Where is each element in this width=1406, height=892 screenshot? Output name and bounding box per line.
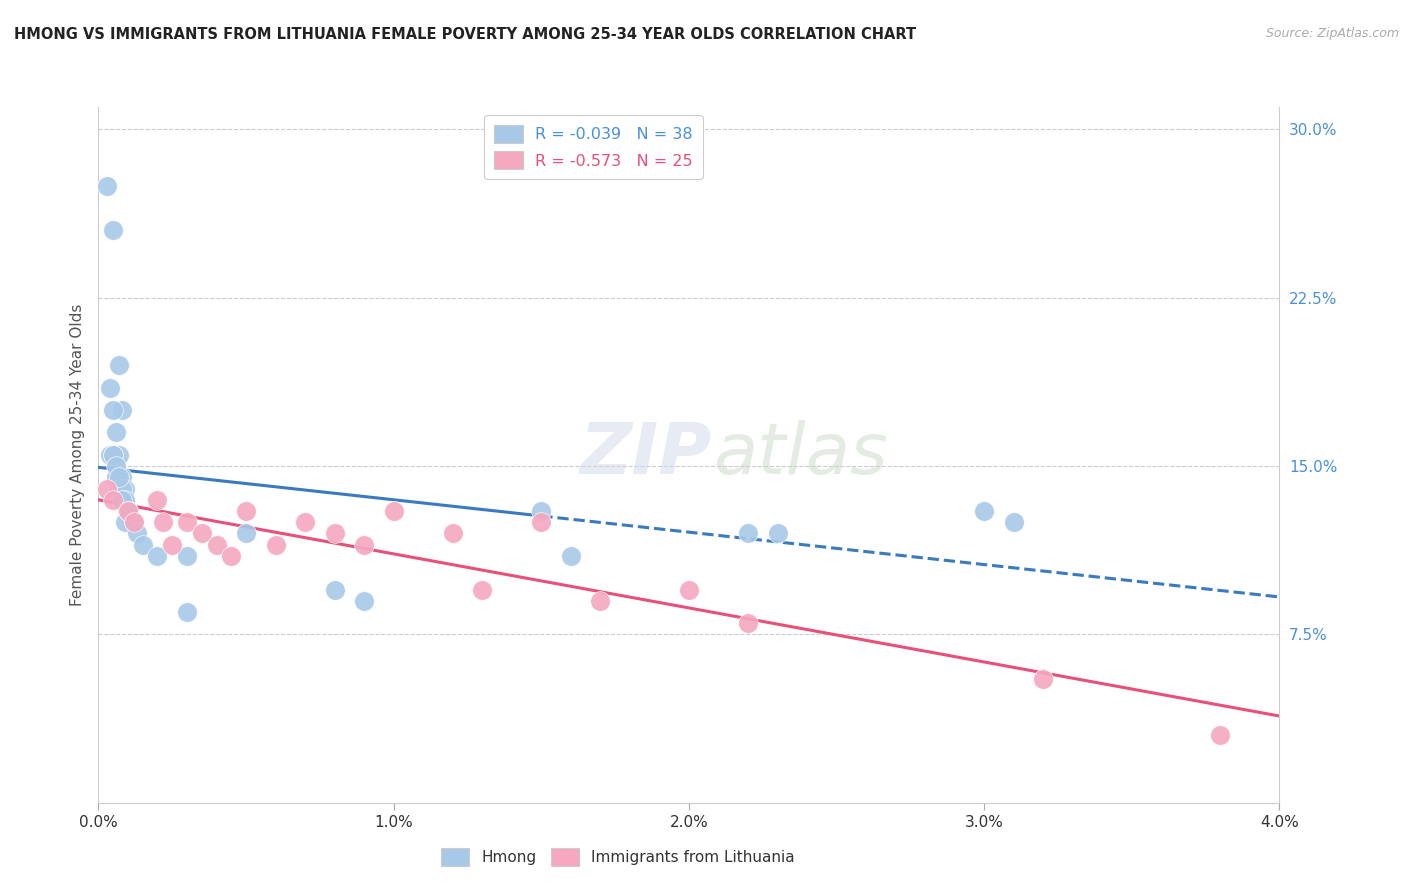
Point (146, 549, 169, 563)
Point (125, 526, 148, 541)
Point (146, 492, 169, 507)
Point (98, 381, 121, 395)
Point (122, 515, 145, 529)
Point (1032, 673, 1054, 687)
Point (111, 482, 134, 496)
Point (973, 504, 995, 518)
Point (205, 538, 228, 552)
Point (235, 526, 257, 541)
Point (117, 504, 139, 518)
Point (103, 403, 125, 417)
Point (219, 549, 242, 563)
Text: atlas: atlas (713, 420, 887, 490)
Point (103, 223, 125, 237)
Point (105, 470, 128, 484)
Point (117, 504, 139, 518)
Text: Source: ZipAtlas.com: Source: ZipAtlas.com (1265, 27, 1399, 40)
Point (353, 538, 375, 552)
Point (530, 504, 553, 518)
Point (108, 358, 131, 372)
Point (114, 515, 136, 529)
Point (108, 470, 131, 484)
Point (103, 448, 125, 462)
Point (105, 459, 128, 474)
Point (162, 538, 183, 552)
Point (264, 538, 287, 552)
Point (111, 403, 134, 417)
Text: ZIP: ZIP (581, 420, 713, 490)
Point (108, 482, 131, 496)
Point (353, 594, 375, 608)
Point (103, 492, 125, 507)
Point (176, 549, 198, 563)
Point (530, 515, 553, 529)
Point (103, 448, 125, 462)
Point (176, 605, 198, 619)
Point (323, 526, 346, 541)
Point (294, 515, 316, 529)
Point (589, 594, 612, 608)
Point (117, 504, 139, 518)
Point (441, 526, 464, 541)
Point (114, 482, 136, 496)
Point (737, 526, 759, 541)
Point (111, 492, 134, 507)
Point (152, 515, 174, 529)
Point (122, 515, 145, 529)
Point (98, 448, 121, 462)
Point (560, 549, 582, 563)
Point (678, 582, 700, 597)
Point (1209, 729, 1232, 743)
Point (737, 616, 759, 631)
Point (114, 492, 136, 507)
Point (323, 582, 346, 597)
Point (1002, 515, 1025, 529)
Point (96, 482, 118, 496)
Point (108, 448, 131, 462)
Point (132, 538, 155, 552)
Point (766, 526, 789, 541)
Point (191, 526, 214, 541)
Y-axis label: Female Poverty Among 25-34 Year Olds: Female Poverty Among 25-34 Year Olds (69, 304, 84, 606)
Point (105, 425, 128, 440)
Point (471, 582, 494, 597)
Point (176, 515, 198, 529)
Point (96, 178, 118, 193)
Legend: Hmong, Immigrants from Lithuania: Hmong, Immigrants from Lithuania (436, 842, 801, 871)
Point (382, 504, 405, 518)
Point (111, 470, 134, 484)
Text: HMONG VS IMMIGRANTS FROM LITHUANIA FEMALE POVERTY AMONG 25-34 YEAR OLDS CORRELAT: HMONG VS IMMIGRANTS FROM LITHUANIA FEMAL… (14, 27, 917, 42)
Point (235, 504, 257, 518)
